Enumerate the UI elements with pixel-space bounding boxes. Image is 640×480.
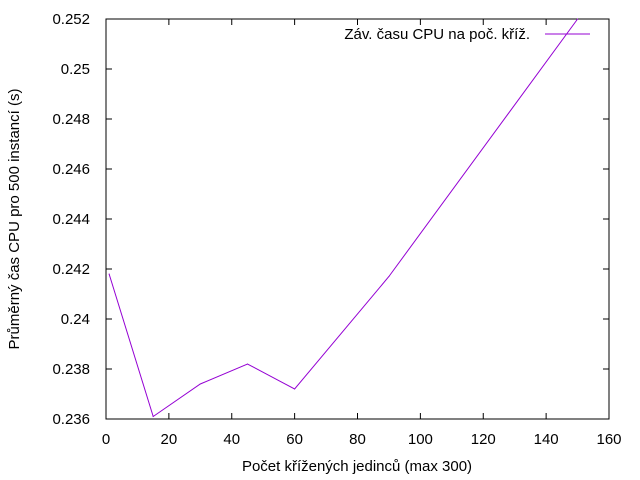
x-axis-title: Počet křížených jedinců (max 300) [242,458,472,475]
data-point [199,383,201,385]
y-tick-label: 0.248 [52,111,90,128]
y-axis-ticks: 0.236 0.238 0.24 0.242 0.244 0.246 0.248 0.25 0.… [52,11,609,428]
x-tick-label: 0 [102,431,110,448]
data-point [246,363,248,365]
y-tick-label: 0.24 [61,311,90,328]
data-point [108,273,110,275]
y-axis-title: Průměrný čas CPU pro 500 instancí (s) [6,89,23,350]
data-point [388,276,390,277]
y-tick-label: 0.238 [52,361,90,378]
x-tick-label: 120 [471,431,496,448]
legend: Záv. času CPU na poč. kříž. [344,26,590,43]
y-tick-label: 0.25 [61,61,90,78]
x-tick-label: 100 [408,431,433,448]
y-tick-label: 0.252 [52,11,90,28]
legend-label: Záv. času CPU na poč. kříž. [344,26,530,43]
x-tick-label: 20 [161,431,178,448]
x-axis-ticks: 0 20 40 60 80 100 120 140 160 [102,19,622,448]
series-layer [108,18,579,418]
series-line [108,18,579,418]
data-point [577,18,579,20]
x-tick-label: 160 [596,431,621,448]
x-tick-label: 60 [286,431,303,448]
data-point [152,416,154,417]
x-tick-label: 140 [534,431,559,448]
x-tick-label: 40 [223,431,240,448]
data-point [294,388,296,390]
y-tick-label: 0.236 [52,411,90,428]
y-tick-label: 0.244 [52,211,90,228]
x-tick-label: 80 [349,431,366,448]
y-tick-label: 0.242 [52,261,90,278]
y-tick-label: 0.246 [52,161,90,178]
